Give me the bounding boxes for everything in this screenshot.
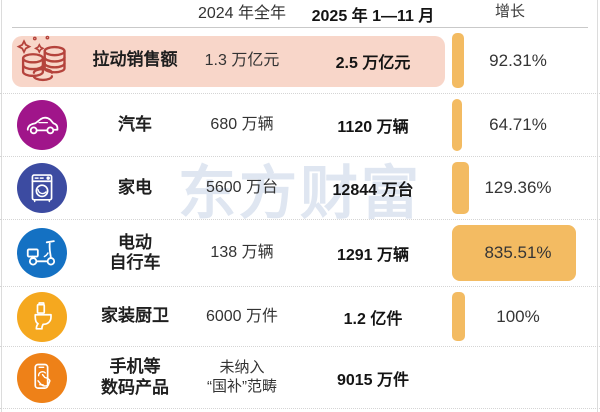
value-2025: 1.2 亿件 bbox=[343, 310, 403, 328]
row-label: 汽车 bbox=[118, 114, 152, 134]
toilet-icon bbox=[17, 291, 67, 342]
growth-bar bbox=[452, 292, 465, 341]
table-header: 2024 年全年 2025 年 1—11 月 增长 bbox=[0, 0, 600, 27]
washing-machine-icon bbox=[17, 163, 67, 213]
header-2025: 2025 年 1—11 月 bbox=[311, 7, 435, 25]
growth-value: 835.51% bbox=[484, 243, 552, 262]
growth-value: 100% bbox=[496, 306, 540, 326]
growth-cell: 835.51% bbox=[448, 220, 600, 286]
value-2024: 未纳入 “国补”范畴 bbox=[207, 358, 277, 395]
header-2024: 2024 年全年 bbox=[197, 4, 287, 22]
value-2024: 1.3 万亿元 bbox=[204, 51, 280, 69]
row-label: 手机等 数码产品 bbox=[101, 357, 169, 397]
growth-cell: 64.71% bbox=[448, 94, 600, 156]
growth-cell bbox=[448, 347, 600, 408]
table-row-kitchen-bath: 家装厨卫 6000 万件 1.2 亿件 100% bbox=[0, 287, 600, 347]
row-highlight bbox=[12, 36, 445, 87]
growth-cell: 129.36% bbox=[448, 157, 600, 219]
row-label: 家装厨卫 bbox=[101, 306, 169, 326]
table-row-appliances: 家电 5600 万台 12844 万台 129.36% bbox=[0, 157, 600, 220]
coins-icon bbox=[0, 34, 84, 88]
value-2024: 5600 万台 bbox=[205, 179, 279, 196]
growth-cell: 92.31% bbox=[448, 28, 600, 93]
growth-bar bbox=[452, 162, 469, 214]
value-2024: 138 万辆 bbox=[210, 244, 274, 261]
growth-value: 129.36% bbox=[484, 178, 552, 197]
value-2025: 1120 万辆 bbox=[337, 119, 409, 136]
growth-cell: 100% bbox=[448, 287, 600, 346]
growth-value: 64.71% bbox=[489, 115, 547, 134]
table-row-ebikes: 电动 自行车 138 万辆 1291 万辆 835.51% bbox=[0, 220, 600, 287]
value-2025: 9015 万件 bbox=[336, 371, 410, 389]
growth-value: 92.31% bbox=[489, 50, 547, 70]
phone-tap-icon bbox=[17, 352, 67, 403]
growth-bar bbox=[452, 33, 464, 88]
value-2025: 1291 万辆 bbox=[336, 247, 410, 264]
car-icon bbox=[17, 100, 67, 150]
header-growth: 增长 bbox=[494, 3, 525, 20]
growth-bar bbox=[452, 225, 576, 281]
watermark: 东方财富 bbox=[178, 161, 423, 226]
table-row-cars: 汽车 680 万辆 1120 万辆 64.71% bbox=[0, 94, 600, 157]
scooter-icon bbox=[17, 228, 67, 278]
row-label: 电动 自行车 bbox=[109, 232, 161, 272]
growth-value bbox=[462, 347, 574, 408]
value-2024: 6000 万件 bbox=[205, 307, 279, 325]
growth-bar bbox=[452, 99, 462, 151]
table-row-sales: 拉动销售额 1.3 万亿元 2.5 万亿元 92.31% bbox=[0, 28, 600, 94]
value-2024: 680 万辆 bbox=[210, 116, 274, 133]
value-2025: 2.5 万亿元 bbox=[335, 54, 411, 72]
row-label: 拉动销售额 bbox=[92, 50, 178, 70]
header-divider bbox=[12, 27, 588, 28]
row-label: 家电 bbox=[118, 177, 152, 197]
table-row-phones: 手机等 数码产品 未纳入 “国补”范畴 9015 万件 bbox=[0, 347, 600, 409]
value-2025: 12844 万台 bbox=[332, 182, 414, 199]
